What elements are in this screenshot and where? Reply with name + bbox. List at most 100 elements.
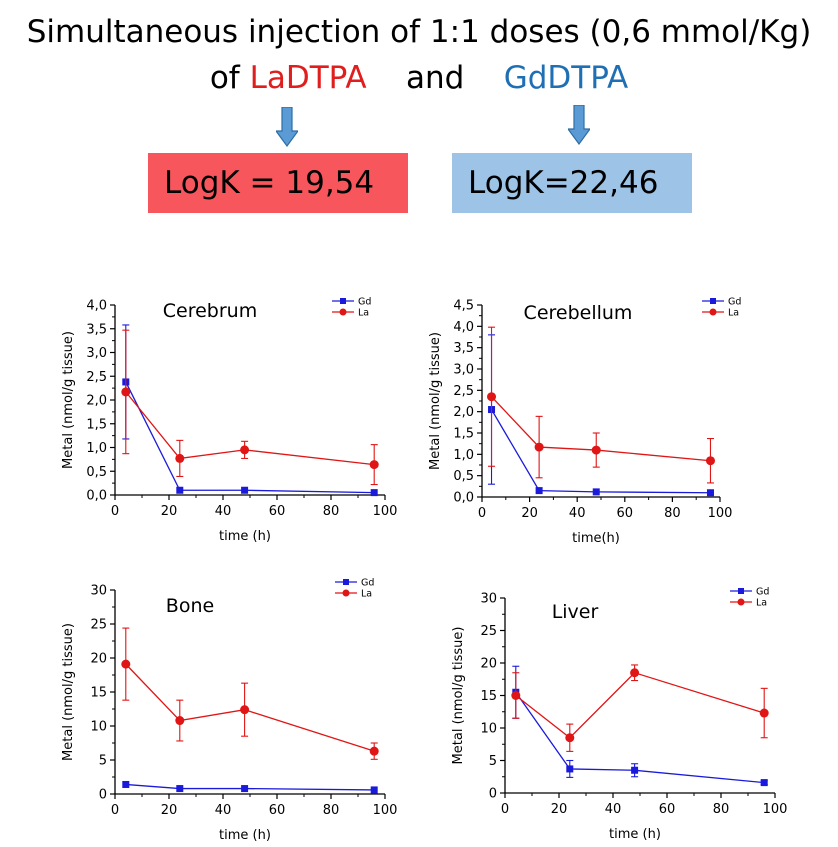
legend-marker-la: [339, 308, 347, 316]
chart-cerebellum: 0,0 0,5 1,0 1,5 2,0 2,5 3,0 3,5 4,0 4,5 0 20 40 60 80 1…: [428, 297, 741, 547]
data-point-gd: [241, 486, 249, 494]
y-tick-label: 10: [480, 722, 497, 737]
legend-label-gd: Gd: [756, 587, 769, 598]
legend-marker-gd: [343, 579, 349, 585]
data-point-la: [705, 456, 715, 466]
data-point-la: [630, 668, 640, 678]
x-tick-label: 100: [708, 506, 733, 521]
data-point-gd: [241, 785, 249, 793]
page-title-line-1: Simultaneous injection of 1:1 doses (0,6…: [26, 14, 812, 50]
data-point-gd: [535, 487, 543, 495]
x-tick-label: 0: [478, 506, 486, 521]
chart-title: Cerebellum: [524, 302, 633, 324]
x-axis-label: time (h): [219, 828, 271, 843]
y-tick-label: 15: [90, 686, 107, 701]
y-axis-label: Metal (nmol/g tissue): [61, 331, 76, 469]
title-of-word: of: [209, 60, 240, 96]
chart-bone: 0 5 10 15 20 25 30 0 20 40 60 80 100 time (h) Metal (n…: [61, 578, 397, 843]
data-point-gd: [566, 765, 574, 773]
y-tick-label: 4,5: [453, 299, 474, 314]
data-point-gd: [370, 786, 378, 794]
y-tick-label: 4,0: [86, 299, 107, 314]
logk-gd-text: LogK=22,46: [468, 165, 659, 201]
legend-label-la: La: [728, 308, 739, 319]
series-line-la: [515, 672, 765, 739]
y-tick-label: 10: [90, 720, 107, 735]
y-tick-label: 4,0: [453, 320, 474, 335]
data-point-la: [240, 445, 250, 455]
x-tick-label: 100: [763, 802, 788, 817]
y-tick-label: 0,0: [453, 491, 474, 506]
data-point-la: [534, 442, 544, 452]
data-point-la: [369, 746, 379, 756]
data-point-gd: [706, 489, 714, 497]
x-tick-label: 0: [501, 802, 509, 817]
title-and-word: and: [405, 60, 465, 96]
data-point-gd: [592, 488, 600, 496]
y-tick-label: 1,5: [86, 417, 107, 432]
x-tick-label: 60: [269, 504, 286, 519]
legend-label-la: La: [358, 308, 369, 319]
y-tick-label: 30: [90, 584, 107, 599]
legend-label-la: La: [756, 598, 767, 609]
data-point-la: [369, 460, 379, 470]
y-tick-label: 1,0: [86, 441, 107, 456]
y-tick-label: 5: [99, 754, 107, 769]
logk-la-box: LogK = 19,54: [148, 153, 408, 213]
series-line-gd: [125, 381, 375, 494]
y-tick-label: 2,5: [453, 384, 474, 399]
y-tick-label: 0,0: [86, 489, 107, 504]
series-line-gd: [515, 691, 765, 784]
data-point-la: [565, 733, 575, 743]
y-tick-label: 1,5: [453, 427, 474, 442]
x-tick-label: 100: [373, 504, 398, 519]
legend-marker-la: [342, 589, 350, 597]
y-tick-label: 2,5: [86, 370, 107, 385]
legend-marker-gd: [340, 298, 346, 304]
data-point-la: [121, 659, 131, 669]
x-tick-label: 20: [161, 803, 178, 818]
data-point-la: [759, 708, 769, 718]
legend-label-la: La: [361, 589, 372, 600]
x-tick-label: 80: [664, 506, 681, 521]
y-axis-label: Metal (nmol/g tissue): [428, 332, 443, 470]
y-tick-label: 0,5: [453, 469, 474, 484]
x-tick-label: 20: [551, 802, 568, 817]
x-tick-label: 0: [111, 504, 119, 519]
y-tick-label: 0: [99, 788, 107, 803]
legend-marker-gd: [738, 588, 744, 594]
title-gddtpa: GdDTPA: [503, 60, 629, 96]
x-tick-label: 40: [215, 504, 232, 519]
y-tick-label: 2,0: [86, 394, 107, 409]
x-tick-label: 20: [161, 504, 178, 519]
data-point-la: [175, 716, 185, 726]
chart-title: Liver: [552, 601, 599, 623]
series-line-gd: [125, 783, 375, 791]
y-axis-label: Metal (nmol/g tissue): [61, 623, 76, 761]
series-line-gd: [490, 409, 711, 494]
data-point-la: [511, 691, 521, 700]
data-point-gd: [760, 779, 768, 787]
data-point-gd: [631, 766, 639, 774]
y-tick-label: 3,0: [86, 346, 107, 361]
logk-la-text: LogK = 19,54: [164, 165, 375, 201]
x-tick-label: 20: [521, 506, 538, 521]
data-point-la: [240, 705, 250, 715]
legend-label-gd: Gd: [361, 578, 374, 589]
legend-marker-gd: [710, 298, 716, 304]
title-ladtpa: LaDTPA: [249, 60, 367, 96]
y-tick-label: 3,5: [453, 341, 474, 356]
data-point-la: [487, 392, 497, 402]
data-point-gd: [176, 785, 184, 793]
series-line-la: [491, 396, 711, 462]
legend-marker-la: [737, 598, 745, 606]
legend-label-gd: Gd: [728, 297, 741, 308]
logk-gd-box: LogK=22,46: [452, 153, 692, 213]
legend-marker-la: [709, 308, 717, 316]
data-point-la: [175, 453, 185, 463]
y-tick-label: 2,0: [453, 405, 474, 420]
x-tick-label: 80: [323, 504, 340, 519]
data-point-gd: [370, 489, 378, 497]
chart-liver: 0 5 10 15 20 25 30 0 20 40 60 80 100 time (h) Metal (n…: [451, 587, 788, 843]
y-tick-label: 5: [489, 754, 497, 769]
